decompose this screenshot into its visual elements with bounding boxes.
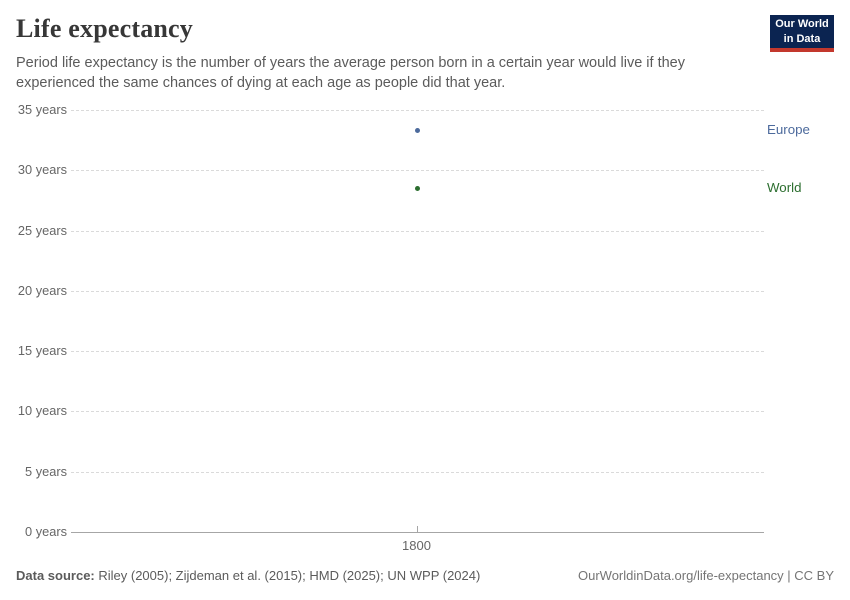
gridline	[71, 411, 764, 413]
gridline	[71, 170, 764, 172]
y-axis-tick-label: 5 years	[25, 463, 67, 479]
gridline	[71, 230, 764, 232]
data-point-world[interactable]	[414, 185, 420, 191]
chart-footer: Data source: Riley (2005); Zijdeman et a…	[16, 568, 834, 583]
gridline	[71, 290, 764, 292]
owid-logo-line2: in Data	[783, 32, 821, 45]
data-source-label: Data source:	[16, 568, 95, 583]
rights-link[interactable]: OurWorldinData.org/life-expectancy | CC …	[577, 568, 834, 583]
y-axis-tick-label: 35 years	[17, 102, 67, 117]
y-axis-tick-label: 15 years	[17, 343, 67, 359]
gridline	[71, 351, 764, 353]
data-source-note: Data source: Riley (2005); Zijdeman et a…	[16, 568, 480, 583]
legend-label-europe[interactable]: Europe	[767, 122, 810, 138]
y-axis-tick-label: 10 years	[17, 403, 67, 419]
data-source-text: Riley (2005); Zijdeman et al. (2015); HM…	[94, 568, 481, 583]
x-axis-tick	[416, 526, 418, 532]
owid-logo: Our World in Data	[770, 15, 834, 52]
data-point-europe[interactable]	[414, 127, 420, 133]
page-title: Life expectancy	[16, 14, 194, 43]
gridline	[71, 110, 764, 111]
owid-logo-line1: Our World	[775, 18, 829, 31]
gridline	[71, 471, 764, 473]
chart-subtitle: Period life expectancy is the number of …	[16, 55, 685, 91]
x-axis-line	[71, 532, 764, 533]
x-axis-tick-label: 1800	[402, 538, 431, 553]
y-axis-tick-label: 20 years	[17, 282, 67, 298]
y-axis-tick-label: 0 years	[25, 524, 67, 539]
legend-label-world[interactable]: World	[767, 180, 802, 196]
y-axis-tick-label: 30 years	[17, 162, 67, 178]
y-axis-tick-label: 25 years	[17, 222, 67, 238]
